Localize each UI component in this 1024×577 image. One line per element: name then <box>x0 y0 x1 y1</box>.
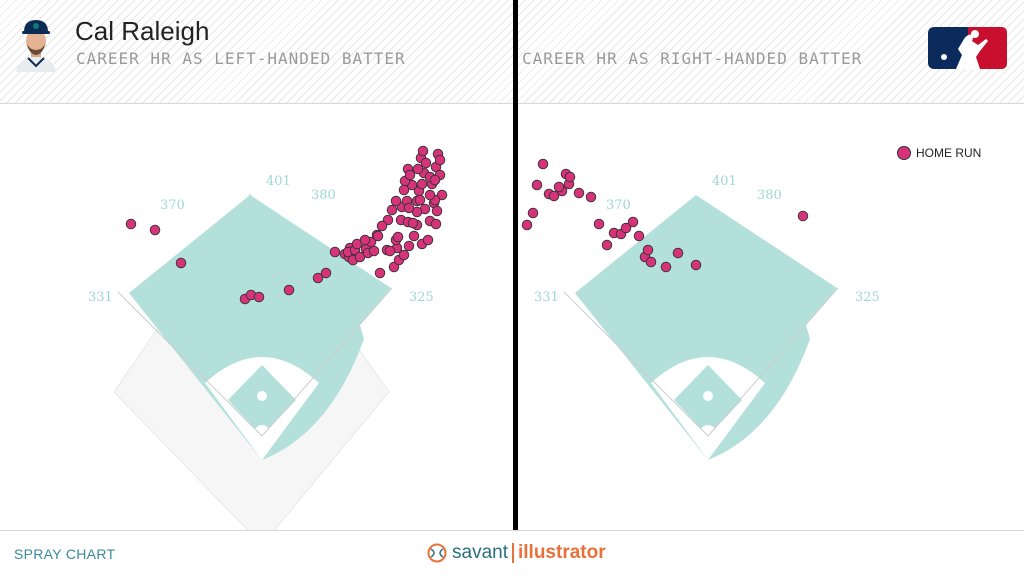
left-rcf-distance: 380 <box>311 188 336 203</box>
legend-label: HOME RUN <box>916 146 982 160</box>
left-hr-point[interactable] <box>376 220 388 232</box>
right-hr-point[interactable] <box>553 181 565 193</box>
right-hr-point[interactable] <box>620 222 632 234</box>
left-hr-point[interactable] <box>359 234 371 246</box>
left-lcf-distance: 370 <box>160 198 185 213</box>
left-hr-point[interactable] <box>422 234 434 246</box>
right-hr-point[interactable] <box>645 256 657 268</box>
left-hr-point[interactable] <box>414 194 426 206</box>
savant-illustrator-logo: savant illustrator <box>427 541 606 565</box>
right-rf-distance: 325 <box>855 290 880 305</box>
right-rcf-distance: 380 <box>757 188 782 203</box>
right-hr-point[interactable] <box>527 207 539 219</box>
right-hr-point[interactable] <box>548 190 560 202</box>
left-hr-point[interactable] <box>408 230 420 242</box>
right-hr-point[interactable] <box>672 247 684 259</box>
left-hr-point[interactable] <box>392 231 404 243</box>
left-hr-point[interactable] <box>374 267 386 279</box>
left-spray-chart: 331 370 401 380 325 <box>88 145 448 530</box>
right-hr-point[interactable] <box>690 259 702 271</box>
right-hr-point[interactable] <box>537 158 549 170</box>
right-hr-point[interactable] <box>797 210 809 222</box>
left-hr-point[interactable] <box>384 245 396 257</box>
left-hr-point[interactable] <box>417 145 429 157</box>
left-hr-point[interactable] <box>175 257 187 269</box>
left-hr-point[interactable] <box>424 189 436 201</box>
left-hr-point[interactable] <box>388 261 400 273</box>
spray-chart-label: SPRAY CHART <box>14 546 116 562</box>
right-hr-point[interactable] <box>642 244 654 256</box>
left-hr-point[interactable] <box>149 224 161 236</box>
left-hr-point[interactable] <box>403 202 415 214</box>
left-hr-point[interactable] <box>390 195 402 207</box>
left-hr-point[interactable] <box>434 154 446 166</box>
player-headshot-icon <box>16 20 56 72</box>
right-hr-point[interactable] <box>531 179 543 191</box>
left-outfield-grass <box>129 195 391 460</box>
left-hr-point[interactable] <box>412 163 424 175</box>
right-hr-point[interactable] <box>593 218 605 230</box>
right-hr-point[interactable] <box>660 261 672 273</box>
player-name: Cal Raleigh <box>75 16 210 46</box>
left-hr-point[interactable] <box>430 218 442 230</box>
left-hr-point[interactable] <box>283 284 295 296</box>
left-hr-point[interactable] <box>436 189 448 201</box>
left-hr-points <box>125 145 448 305</box>
left-hr-point[interactable] <box>403 240 415 252</box>
brand-savant: savant <box>452 542 508 563</box>
left-hr-point[interactable] <box>368 245 380 257</box>
left-lf-distance: 331 <box>88 290 113 305</box>
left-hr-point[interactable] <box>329 246 341 258</box>
right-hr-point[interactable] <box>521 219 533 231</box>
brand-separator <box>511 543 514 563</box>
left-hr-point[interactable] <box>320 267 332 279</box>
mlb-logo-icon <box>928 27 1007 69</box>
left-hr-point[interactable] <box>420 157 432 169</box>
left-hr-point[interactable] <box>404 169 416 181</box>
right-hr-point[interactable] <box>627 216 639 228</box>
legend: HOME RUN <box>897 146 981 160</box>
left-cf-distance: 401 <box>266 174 291 189</box>
left-hr-point[interactable] <box>386 204 398 216</box>
left-hr-point[interactable] <box>416 178 428 190</box>
baseball-icon <box>427 543 447 563</box>
footer-bar: SPRAY CHART savant illustrator <box>0 530 1024 577</box>
brand-illustrator: illustrator <box>517 542 606 563</box>
left-hr-point[interactable] <box>253 291 265 303</box>
right-hr-points <box>521 158 809 273</box>
left-rf-distance: 325 <box>409 290 434 305</box>
left-hr-point[interactable] <box>398 249 410 261</box>
right-hr-point[interactable] <box>573 187 585 199</box>
right-hr-point[interactable] <box>633 230 645 242</box>
right-spray-chart: 331 370 401 380 325 <box>521 158 880 460</box>
left-chart-title: CAREER HR AS LEFT-HANDED BATTER <box>76 49 406 68</box>
left-hr-point[interactable] <box>429 174 441 186</box>
header-bar: Cal Raleigh CAREER HR AS LEFT-HANDED BAT… <box>0 0 1024 104</box>
legend-marker <box>897 146 911 160</box>
right-field-diagram <box>563 195 839 460</box>
left-hr-point[interactable] <box>407 217 419 229</box>
left-hr-point[interactable] <box>312 272 324 284</box>
left-field-diagram <box>113 193 393 530</box>
right-hr-point[interactable] <box>585 191 597 203</box>
right-lcf-distance: 370 <box>606 198 631 213</box>
right-hr-point[interactable] <box>564 171 576 183</box>
left-hr-point[interactable] <box>398 184 410 196</box>
right-hr-point[interactable] <box>601 239 613 251</box>
left-hr-point[interactable] <box>372 230 384 242</box>
panel-divider <box>513 0 518 576</box>
left-hr-point[interactable] <box>125 218 137 230</box>
left-hr-point[interactable] <box>431 205 443 217</box>
right-cf-distance: 401 <box>712 174 737 189</box>
right-lf-distance: 331 <box>534 290 559 305</box>
right-chart-title: CAREER HR AS RIGHT-HANDED BATTER <box>522 49 863 68</box>
